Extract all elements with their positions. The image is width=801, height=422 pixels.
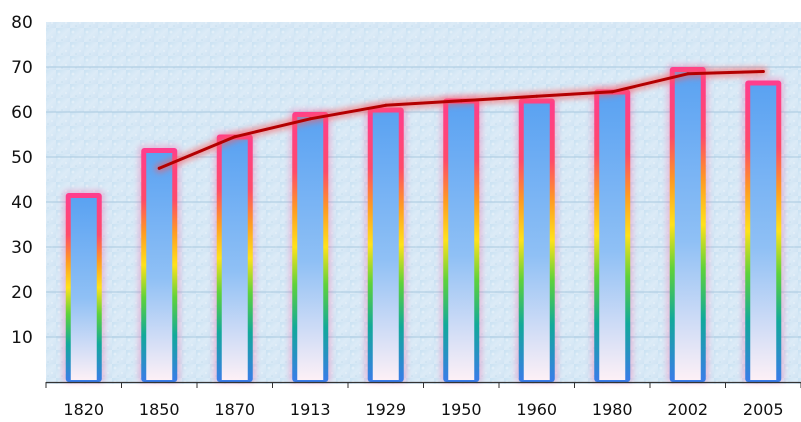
x-tick-label: 1950 [441, 400, 482, 419]
bar [62, 190, 105, 383]
y-tick-label: 50 [11, 148, 33, 168]
y-tick-label: 30 [11, 238, 33, 258]
bar-fill [372, 112, 399, 380]
y-tick-label: 10 [11, 328, 33, 348]
bar-fill [297, 117, 324, 380]
bar-fill [146, 153, 173, 380]
y-tick-label: 70 [11, 58, 33, 78]
bar-fill [448, 103, 475, 380]
x-tick-label: 1850 [139, 400, 180, 419]
trend-line-point [686, 72, 690, 76]
trend-line-point [535, 94, 539, 98]
x-tick-label: 1980 [592, 400, 633, 419]
y-tick-label: 80 [11, 13, 33, 33]
trend-line [154, 67, 768, 173]
bar [591, 86, 634, 383]
x-tick-label: 2002 [667, 400, 708, 419]
trend-line-point [459, 99, 463, 103]
bar [515, 95, 558, 383]
trend-line-point [233, 135, 237, 139]
trend-line-point [761, 70, 765, 73]
x-tick-label: 1913 [290, 400, 331, 419]
y-tick-label: 60 [11, 103, 33, 123]
bar-fill [599, 94, 626, 380]
y-tick-label: 40 [11, 193, 33, 213]
y-tick-label: 20 [11, 283, 33, 303]
bar [666, 64, 709, 383]
bar-fill [674, 72, 701, 380]
bar-fill [221, 139, 248, 380]
bar [440, 95, 483, 383]
bar [364, 104, 407, 383]
trend-line-point [308, 117, 312, 121]
trend-line-point [610, 90, 614, 94]
bar-fill [70, 198, 97, 380]
bar [742, 77, 785, 383]
x-tick-label: 1870 [214, 400, 255, 419]
x-tick-label: 1820 [63, 400, 104, 419]
bar-fill [750, 85, 777, 380]
x-axis [45, 381, 801, 388]
y-axis-ticks: 80 70 60 50 40 30 20 10 [11, 13, 33, 348]
trend-line-point [157, 166, 161, 170]
trend-line-point [384, 103, 388, 107]
bars [62, 64, 785, 383]
bar [213, 131, 256, 383]
bar [289, 109, 332, 383]
x-tick-label: 2005 [743, 400, 784, 419]
x-tick-label: 1929 [365, 400, 406, 419]
bar-fill [523, 103, 550, 380]
bar [138, 145, 181, 383]
x-tick-label: 1960 [516, 400, 557, 419]
x-axis-ticks: 1820 1850 1870 1913 1929 1950 1960 1980 2002 2005 [63, 400, 783, 419]
